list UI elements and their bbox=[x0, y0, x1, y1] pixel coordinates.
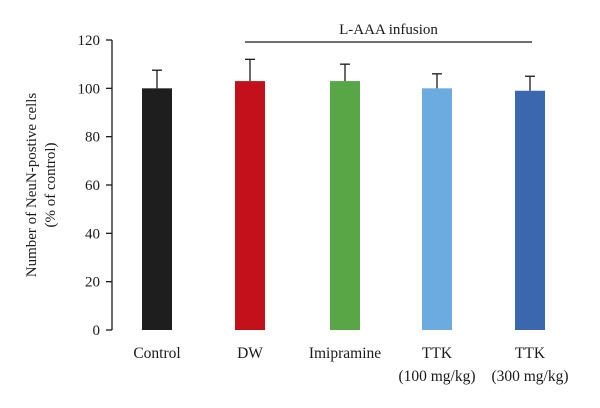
bar bbox=[142, 88, 172, 330]
x-category-label: TTK bbox=[515, 345, 546, 362]
y-tick-label: 120 bbox=[78, 33, 101, 49]
y-axis-label-line-2: (% of control) bbox=[43, 143, 59, 228]
y-tick-label: 20 bbox=[85, 275, 100, 291]
bar bbox=[422, 88, 452, 330]
bar bbox=[515, 90, 545, 330]
y-tick-label: 40 bbox=[85, 226, 100, 242]
annotation-label: L-AAA infusion bbox=[339, 22, 438, 38]
x-category-sublabel: (100 mg/kg) bbox=[398, 368, 475, 385]
x-category-label: Control bbox=[133, 345, 180, 362]
x-category-label: Imipramine bbox=[309, 345, 381, 362]
y-axis-label-line-1: Number of NeuN-postive cells bbox=[24, 93, 40, 278]
bar bbox=[235, 81, 265, 330]
x-category-label: TTK bbox=[422, 345, 453, 362]
y-tick-label: 100 bbox=[78, 81, 101, 97]
y-tick-label: 0 bbox=[93, 323, 101, 339]
x-category-sublabel: (300 mg/kg) bbox=[491, 368, 568, 385]
error-bars bbox=[152, 58, 535, 91]
y-tick-label: 80 bbox=[85, 130, 100, 146]
y-tick-label: 60 bbox=[85, 178, 100, 194]
bar bbox=[330, 81, 360, 330]
x-category-label: DW bbox=[237, 345, 263, 362]
x-axis-categories: Control DW Imipramine TTK (100 mg/kg) TTK (300… bbox=[133, 345, 568, 385]
y-axis-ticks: 0 20 40 60 80 100 120 bbox=[78, 33, 112, 339]
bars bbox=[142, 81, 545, 330]
